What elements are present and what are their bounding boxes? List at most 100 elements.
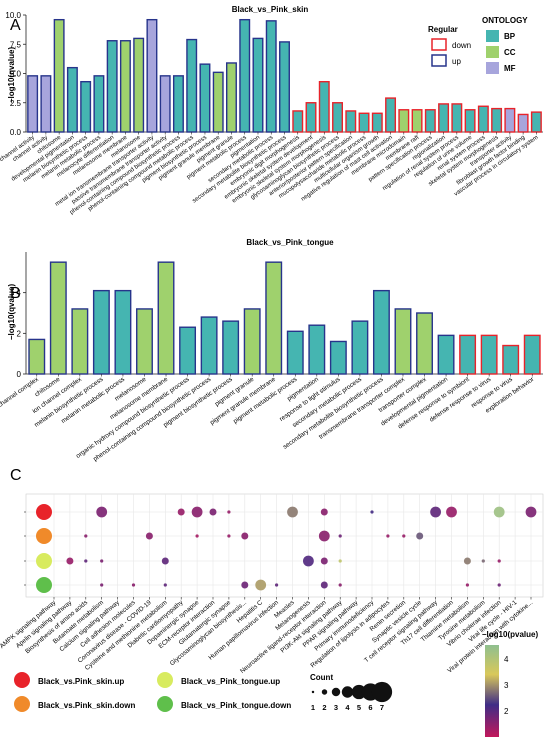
bubble [241, 532, 249, 540]
bubble [497, 559, 501, 563]
bubble [320, 557, 328, 565]
bar [411, 109, 423, 133]
bubble [100, 559, 104, 563]
count-legend-label: 2 [322, 703, 326, 712]
bar [133, 37, 145, 133]
bar [523, 334, 541, 375]
bar [394, 308, 412, 375]
bar [480, 334, 498, 375]
chart-b-title: Black_vs_Pink_tongue [246, 238, 334, 247]
legend-a-regular-title: Regular [428, 25, 458, 34]
bar [53, 18, 65, 133]
bubble [209, 508, 217, 516]
count-legend-dot [321, 689, 328, 695]
count-legend-label: 5 [357, 703, 361, 712]
bar [93, 75, 105, 133]
group-marker [36, 504, 52, 520]
bar [265, 20, 277, 133]
bubble [318, 530, 330, 542]
count-legend-label: 1 [311, 703, 315, 712]
bar [332, 102, 343, 133]
bar [71, 308, 89, 375]
count-legend-dot [341, 686, 354, 698]
bar [66, 66, 78, 133]
chart-b-tongue-go: Black_vs_Pink_tongue −log10(qvalue) 024 c… [0, 238, 543, 463]
bar [27, 75, 39, 133]
legend-c-tick-3: 3 [504, 681, 509, 690]
group-marker [36, 553, 52, 569]
bubble [275, 583, 279, 587]
bubble [525, 506, 537, 518]
legend-c-skin-down-dot [14, 696, 30, 712]
bar [252, 37, 264, 133]
bubble [227, 510, 231, 514]
legend-a-down-swatch [431, 38, 447, 51]
panel-label-a: A [10, 17, 21, 34]
legend-c-tick-2: 2 [504, 707, 509, 716]
bar [416, 312, 433, 375]
count-legend-dot [311, 690, 315, 694]
bar [243, 308, 261, 375]
count-legend-label: 4 [345, 703, 350, 712]
bubble [416, 532, 424, 540]
bar [371, 112, 383, 133]
bubble [161, 557, 169, 565]
y-tick-label: 5.0 [10, 70, 22, 79]
bubble [145, 532, 153, 540]
y-tick-label: 7.5 [10, 40, 22, 49]
bar [318, 80, 330, 133]
legend-a-mf-swatch [486, 62, 499, 74]
legend-a-down-label: down [452, 41, 471, 50]
bar [424, 109, 436, 133]
bubble [497, 583, 501, 587]
bar [146, 18, 158, 133]
bar [451, 103, 463, 133]
bubble [370, 510, 374, 514]
bar [464, 109, 476, 133]
count-legend-label: 7 [380, 703, 384, 712]
legend-c-tongue-down-dot [157, 696, 173, 712]
bar [119, 40, 131, 133]
bar [40, 75, 52, 133]
y-tick-label: 2 [17, 329, 22, 338]
legend-c-count-title: Count [310, 673, 333, 682]
bubble [465, 583, 469, 587]
chart-a-ylabel: −log10(qvalue) [7, 47, 16, 104]
legend-a-cc-label: CC [504, 48, 516, 57]
bar [80, 80, 92, 133]
bar [28, 338, 46, 375]
count-legend-dot [351, 684, 367, 700]
bar [226, 62, 237, 133]
bar [477, 105, 489, 133]
bar [136, 308, 153, 375]
bar [286, 330, 304, 375]
bar [92, 289, 110, 375]
bar [239, 18, 251, 133]
count-legend-label: 3 [334, 703, 338, 712]
bar [345, 110, 357, 133]
bar [329, 340, 347, 375]
bubble [191, 506, 203, 518]
bar [517, 113, 529, 133]
legend-c-tick-4: 4 [504, 655, 509, 664]
bubble [463, 557, 471, 565]
bar [358, 112, 370, 133]
bar [308, 324, 326, 375]
legend-a: Regular down up ONTOLOGY BP CC MF [428, 16, 528, 74]
bar [530, 111, 542, 133]
chart-b-ylabel: −log10(qvalue) [7, 284, 16, 341]
bubble [227, 534, 231, 538]
bubble [195, 534, 199, 538]
bubble [320, 581, 328, 589]
legend-a-up-label: up [452, 57, 461, 66]
group-marker [36, 528, 52, 544]
bubble [402, 534, 406, 538]
count-legend-dot [371, 681, 393, 703]
bar [279, 41, 290, 133]
bubble [84, 534, 88, 538]
legend-a-bp-label: BP [504, 32, 516, 41]
bar [292, 110, 304, 133]
bubble [430, 506, 441, 518]
bar [106, 40, 118, 133]
legend-c-tongue-up-label: Black_vs_Pink_tongue.up [181, 677, 280, 686]
